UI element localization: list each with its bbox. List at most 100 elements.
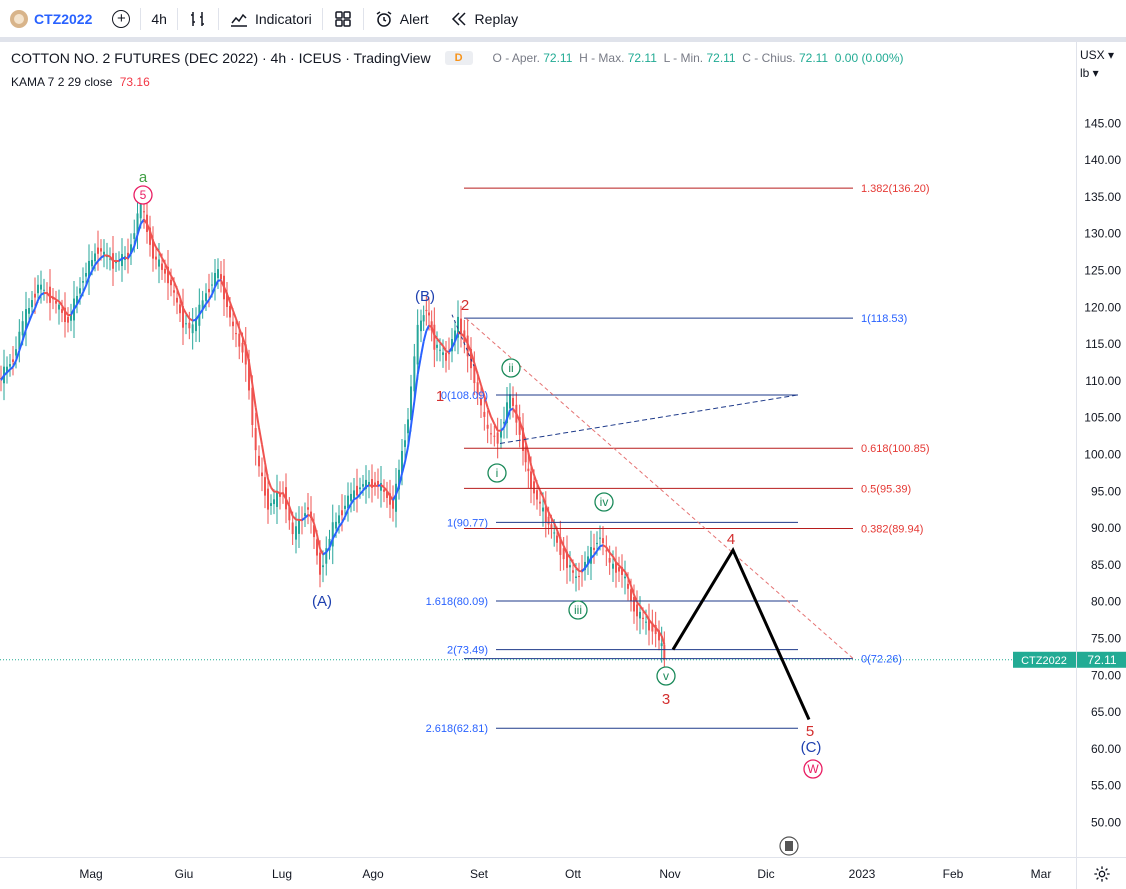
kama-segment bbox=[155, 246, 160, 253]
candle-body bbox=[88, 260, 90, 279]
alert-button[interactable]: Alert bbox=[364, 0, 439, 38]
kama-segment bbox=[353, 496, 358, 501]
candle-body bbox=[539, 501, 541, 504]
candle-body bbox=[608, 557, 611, 563]
candle-body bbox=[270, 503, 272, 506]
wave-label-W: W bbox=[807, 762, 819, 776]
kama-segment bbox=[195, 313, 201, 321]
kama-segment bbox=[410, 401, 416, 426]
candle-body bbox=[85, 272, 87, 277]
candle-body bbox=[430, 321, 433, 331]
candle-body bbox=[633, 596, 635, 612]
unit-label: lb bbox=[1080, 66, 1090, 80]
candle-body bbox=[518, 417, 521, 435]
candle-body bbox=[584, 561, 586, 571]
chart-title[interactable]: COTTON NO. 2 FUTURES (DEC 2022) · 4h · I… bbox=[11, 50, 431, 66]
templates-button[interactable] bbox=[323, 0, 363, 38]
time-axis[interactable]: Mag Giu Lug Ago Set Ott Nov Dic 2023 Feb Mar bbox=[0, 857, 1076, 889]
candle-body bbox=[316, 539, 318, 556]
kama-segment bbox=[58, 300, 63, 307]
candle-body bbox=[130, 244, 132, 254]
indicator-value: 73.16 bbox=[119, 75, 150, 89]
price-axis[interactable]: 145.00 140.00 135.00 130.00 125.00 120.00 115.… bbox=[1076, 42, 1126, 857]
wave-label-iii-circle bbox=[568, 600, 588, 620]
kama-segment bbox=[347, 503, 352, 510]
price-tick-label: 60.00 bbox=[1091, 742, 1121, 756]
candle-body bbox=[232, 321, 234, 327]
candle-body bbox=[149, 227, 151, 245]
kama-segment bbox=[21, 329, 27, 341]
candle-body bbox=[319, 552, 321, 575]
kama-segment bbox=[235, 318, 241, 329]
candle-body bbox=[241, 342, 244, 353]
kama-segment bbox=[566, 552, 571, 559]
kama-segment bbox=[436, 337, 441, 344]
interval-button[interactable]: 4h bbox=[141, 0, 177, 38]
price-tick-label: 85.00 bbox=[1091, 558, 1121, 572]
candle-body bbox=[115, 261, 117, 264]
price-chart[interactable]: 1.382(136.20) 1(118.53) 0.618(100.85) 0.5(9… bbox=[0, 42, 1076, 857]
price-tick-label: 110.00 bbox=[1085, 374, 1121, 388]
kama-segment bbox=[214, 280, 219, 288]
fib-lower-level-label: 0(108.09) bbox=[441, 390, 488, 402]
kama-segment bbox=[608, 551, 614, 558]
bar-style-button[interactable] bbox=[178, 0, 218, 38]
candle-body bbox=[473, 363, 476, 384]
indicators-icon bbox=[230, 13, 247, 27]
candle-body bbox=[109, 258, 111, 260]
price-tick-label: 70.00 bbox=[1091, 668, 1121, 682]
candle-body bbox=[201, 300, 204, 310]
kama-segment bbox=[254, 406, 260, 429]
kama-segment bbox=[383, 486, 388, 492]
kama-segment bbox=[258, 427, 263, 445]
candle-body bbox=[470, 348, 472, 369]
kama-segment bbox=[338, 522, 343, 528]
kama-segment bbox=[179, 297, 184, 309]
candle-body bbox=[155, 256, 157, 260]
candles-group bbox=[0, 193, 666, 674]
candle-body bbox=[648, 618, 650, 631]
kama-segment bbox=[226, 293, 231, 303]
unit-selector[interactable]: lb ▾ bbox=[1080, 66, 1099, 80]
candle-body bbox=[547, 516, 550, 525]
kama-segment bbox=[398, 473, 403, 487]
chart-pane[interactable]: 1.382(136.20) 1(118.53) 0.618(100.85) 0.5(9… bbox=[0, 42, 1076, 857]
candle-body bbox=[658, 630, 660, 641]
candle-body bbox=[295, 526, 297, 540]
candle-body bbox=[425, 309, 428, 312]
replay-button[interactable]: Replay bbox=[439, 0, 529, 38]
candle-body bbox=[389, 493, 391, 505]
wave-b-trendline bbox=[499, 394, 799, 444]
wave-label-five-circle-circle bbox=[133, 185, 153, 205]
time-tick-label: Ott bbox=[565, 867, 582, 881]
candle-body bbox=[61, 309, 63, 313]
candle-body bbox=[18, 331, 21, 350]
kama-segment bbox=[547, 511, 553, 519]
kama-segment bbox=[466, 343, 472, 353]
delayed-badge[interactable]: D bbox=[444, 51, 473, 65]
time-tick-label: Mar bbox=[1031, 867, 1052, 881]
currency-selector[interactable]: USX ▾ bbox=[1080, 48, 1114, 62]
candle-body bbox=[493, 435, 496, 437]
kama-segment bbox=[445, 350, 450, 354]
kama-segment bbox=[238, 328, 244, 338]
candle-body bbox=[480, 398, 482, 406]
indicator-legend[interactable]: KAMA 7 2 29 close 73.16 bbox=[11, 75, 150, 89]
candle-body bbox=[6, 366, 8, 374]
kama-segment bbox=[49, 295, 54, 299]
kama-segment bbox=[70, 308, 75, 316]
candle-body bbox=[248, 359, 250, 391]
candle-body bbox=[34, 293, 36, 298]
kama-segment bbox=[490, 416, 496, 425]
chart-settings-button[interactable] bbox=[1076, 857, 1126, 889]
kama-segment bbox=[572, 562, 577, 569]
add-symbol-button[interactable]: + bbox=[102, 0, 140, 38]
candle-body bbox=[386, 491, 388, 498]
toolbar-divider bbox=[362, 7, 364, 30]
kama-segment bbox=[18, 339, 24, 351]
symbol-search-button[interactable]: CTZ2022 bbox=[0, 0, 102, 38]
candle-body bbox=[304, 513, 306, 517]
kama-segment bbox=[401, 461, 406, 474]
kama-segment bbox=[442, 345, 447, 352]
indicators-button[interactable]: Indicatori bbox=[219, 0, 322, 38]
